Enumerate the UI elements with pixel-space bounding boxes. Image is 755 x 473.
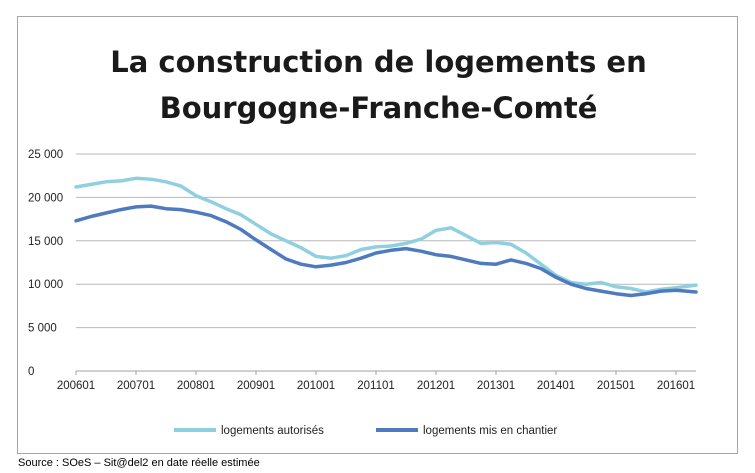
chart-title-line-1: La construction de logements en <box>110 45 647 79</box>
series-line-autorises <box>74 176 698 294</box>
x-tick-label: 201101 <box>357 380 395 392</box>
legend-label: logements autorisés <box>221 425 324 437</box>
x-axis-ticks: 200601 200701 200801 200901 201001 201101 2012… <box>57 371 695 392</box>
y-tick-label: 0 <box>28 366 34 378</box>
x-tick-label: 201401 <box>537 380 575 392</box>
x-tick-label: 201601 <box>657 380 695 392</box>
y-tick-label: 5 000 <box>28 323 57 335</box>
y-tick-label: 15 000 <box>28 236 63 248</box>
y-tick-label: 25 000 <box>28 149 63 161</box>
chart-title: La construction de logements en Bourgogn… <box>18 39 739 131</box>
chart-title-line-2: Bourgogne-Franche-Comté <box>159 91 598 125</box>
chart-frame: La construction de logements en Bourgogn… <box>17 16 738 454</box>
x-tick-label: 200901 <box>237 380 275 392</box>
y-tick-label: 10 000 <box>28 279 63 291</box>
x-tick-label: 201001 <box>297 380 335 392</box>
series-lines <box>74 176 698 298</box>
source-note: Source : SOeS – Sit@del2 en date réelle … <box>18 457 260 469</box>
y-axis-ticks: 0 5 000 10 000 15 000 20 000 25 000 <box>28 149 63 378</box>
x-tick-label: 201301 <box>477 380 515 392</box>
x-tick-label: 201201 <box>417 380 455 392</box>
legend: logements autorisés logements mis en chan… <box>174 425 557 437</box>
x-tick-label: 200601 <box>57 380 95 392</box>
legend-label: logements mis en chantier <box>423 425 557 437</box>
x-tick-label: 201501 <box>597 380 635 392</box>
x-tick-label: 200701 <box>117 380 155 392</box>
grid-lines <box>76 153 696 372</box>
x-tick-label: 200801 <box>177 380 215 392</box>
y-tick-label: 20 000 <box>28 192 63 204</box>
series-line-chantier <box>74 204 698 298</box>
